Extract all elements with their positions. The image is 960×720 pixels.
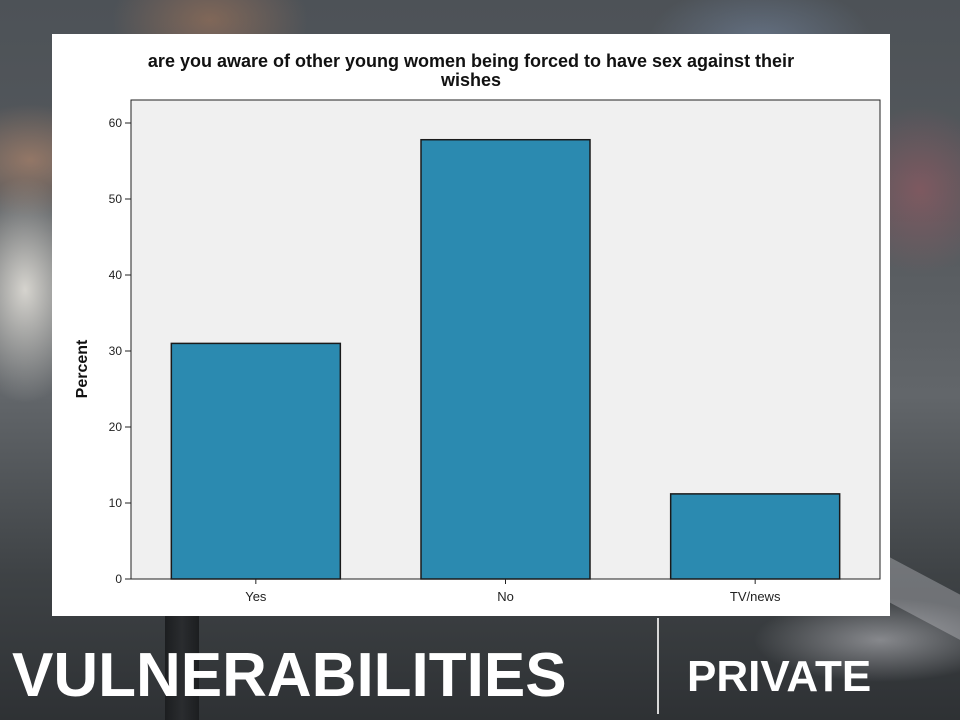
x-tick-label: Yes <box>245 589 267 604</box>
y-tick-label: 0 <box>115 572 122 586</box>
x-tick-label: TV/news <box>730 589 781 604</box>
slide-section-label: PRIVATE <box>687 652 872 701</box>
y-tick-label: 50 <box>109 192 123 206</box>
bar-no <box>420 138 591 580</box>
y-tick-label: 60 <box>109 116 123 130</box>
bar-chart: 0 10 20 30 40 50 60 Yes No TV/news Percent <box>74 99 881 604</box>
chart-title: are you aware of other young women being… <box>52 52 890 90</box>
x-tick-label: No <box>497 589 514 604</box>
bars <box>170 138 841 580</box>
y-tick-label: 20 <box>109 420 123 434</box>
background-pole <box>165 615 199 720</box>
y-axis-label: Percent <box>74 339 91 398</box>
y-tick-label: 10 <box>109 496 123 510</box>
footer-divider <box>657 618 659 714</box>
slide-title: VULNERABILITIES <box>12 641 567 710</box>
bar-yes <box>170 342 342 580</box>
bar-tv-news <box>669 493 841 580</box>
chart-title-line-1: are you aware of other young women being… <box>147 51 795 71</box>
y-tick-label: 40 <box>109 268 123 282</box>
y-tick-label: 30 <box>109 344 123 358</box>
chart-panel: are you aware of other young women being… <box>52 34 890 616</box>
chart-title-line-2: wishes <box>440 70 502 90</box>
y-axis: 0 10 20 30 40 50 60 <box>109 116 131 586</box>
x-axis: Yes No TV/news <box>245 579 781 604</box>
